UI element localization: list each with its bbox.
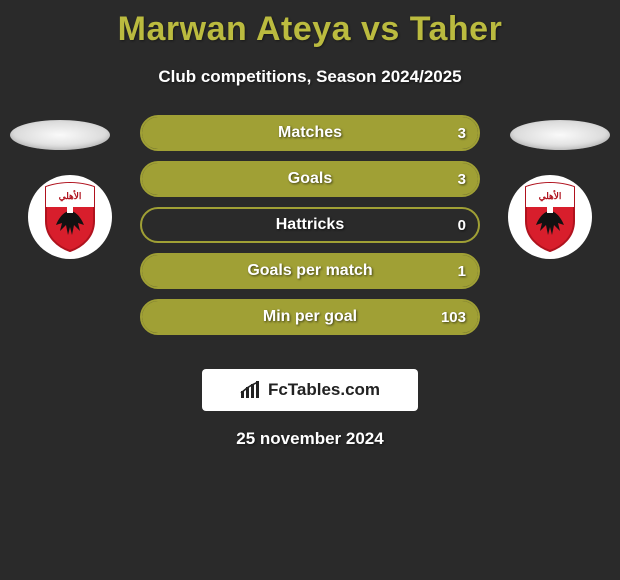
player-avatar-right	[510, 120, 610, 150]
stat-value-right: 3	[458, 171, 466, 188]
stat-label: Goals	[288, 170, 332, 188]
stat-value-right: 1	[458, 263, 466, 280]
stat-value-right: 3	[458, 125, 466, 142]
stat-value-right: 103	[441, 309, 466, 326]
stats-area: الأهلي الأهلي Matches 3 Goals 3 Hattricks 0 Go…	[0, 115, 620, 355]
bar-chart-icon	[240, 381, 262, 399]
al-ahly-shield-icon: الأهلي	[518, 181, 582, 253]
club-badge-right: الأهلي	[508, 175, 592, 259]
subtitle: Club competitions, Season 2024/2025	[0, 67, 620, 87]
footer-badge-text: FcTables.com	[268, 380, 380, 400]
player-avatar-left	[10, 120, 110, 150]
date-text: 25 november 2024	[0, 429, 620, 449]
stat-value-right: 0	[458, 217, 466, 234]
stat-label: Matches	[278, 124, 342, 142]
svg-text:الأهلي: الأهلي	[539, 190, 562, 202]
stat-row: Matches 3	[140, 115, 480, 151]
al-ahly-shield-icon: الأهلي	[38, 181, 102, 253]
stat-rows: Matches 3 Goals 3 Hattricks 0 Goals per match 1…	[140, 115, 480, 345]
stat-row: Min per goal 103	[140, 299, 480, 335]
club-badge-left: الأهلي	[28, 175, 112, 259]
stat-label: Min per goal	[263, 308, 357, 326]
stat-label: Goals per match	[247, 262, 372, 280]
page-title: Marwan Ateya vs Taher	[0, 0, 620, 49]
svg-text:الأهلي: الأهلي	[59, 190, 82, 202]
footer-badge: FcTables.com	[202, 369, 418, 411]
stat-label: Hattricks	[276, 216, 344, 234]
stat-row: Goals 3	[140, 161, 480, 197]
stat-row: Hattricks 0	[140, 207, 480, 243]
stat-row: Goals per match 1	[140, 253, 480, 289]
